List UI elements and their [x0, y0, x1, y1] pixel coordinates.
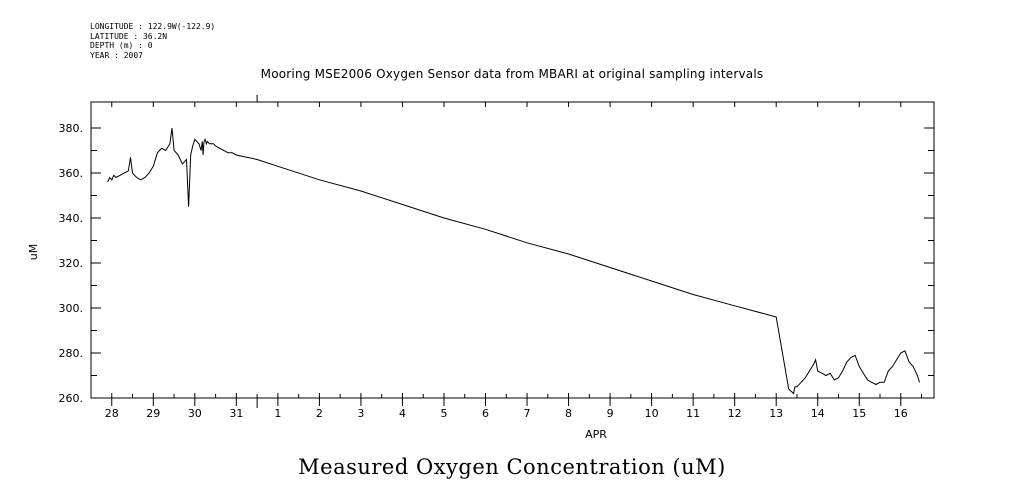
year-label: YEAR : 2007 [90, 50, 143, 60]
x-tick-label: 1 [274, 407, 281, 420]
x-tick-label: 11 [686, 407, 700, 420]
station-metadata: LONGITUDE : 122.9W(-122.9) LATITUDE : 36… [90, 22, 215, 60]
figure-caption: Measured Oxygen Concentration (uM) [298, 455, 726, 479]
x-tick-label: 14 [811, 407, 825, 420]
x-tick-label: 13 [769, 407, 783, 420]
y-tick-label: 320. [59, 257, 84, 270]
x-tick-label: 15 [852, 407, 866, 420]
x-tick-label: 12 [728, 407, 742, 420]
x-tick-label: 2 [316, 407, 323, 420]
longitude-label: LONGITUDE : 122.9W(-122.9) [90, 22, 216, 31]
data-series [107, 127, 920, 395]
x-tick-label: 8 [565, 407, 572, 420]
x-tick-label: 10 [645, 407, 659, 420]
y-tick-label: 340. [59, 212, 84, 225]
x-tick-label: 7 [524, 407, 531, 420]
y-tick-label: 360. [59, 167, 84, 180]
x-axis-label: APR [585, 428, 607, 441]
x-tick-label: 30 [188, 407, 202, 420]
y-tick-label: 280. [59, 347, 84, 360]
x-tick-label: 9 [607, 407, 614, 420]
y-tick-label: 380. [59, 122, 84, 135]
x-tick-label: 6 [482, 407, 489, 420]
x-tick-label: 31 [229, 407, 243, 420]
depth-label: DEPTH (m) : 0 [90, 41, 153, 50]
chart-title: Mooring MSE2006 Oxygen Sensor data from … [260, 67, 764, 81]
x-tick-label: 28 [105, 407, 119, 420]
y-tick-label: 300. [59, 302, 84, 315]
x-tick-label: 5 [440, 407, 447, 420]
oxygen-series-line [107, 127, 920, 395]
plot-frame [90, 101, 935, 399]
x-tick-label: 4 [399, 407, 406, 420]
x-tick-label: 29 [146, 407, 160, 420]
tick-labels: 260.280.300.320.340.360.380.28 29 30 31 1 2 3 4… [59, 122, 908, 420]
y-tick-label: 260. [59, 392, 84, 405]
axis-ticks [90, 95, 934, 408]
latitude-label: LATITUDE : 36.2N [90, 31, 168, 41]
x-tick-label: 3 [357, 407, 364, 420]
x-tick-label: 16 [894, 407, 908, 420]
y-axis-label: uM [27, 244, 40, 260]
